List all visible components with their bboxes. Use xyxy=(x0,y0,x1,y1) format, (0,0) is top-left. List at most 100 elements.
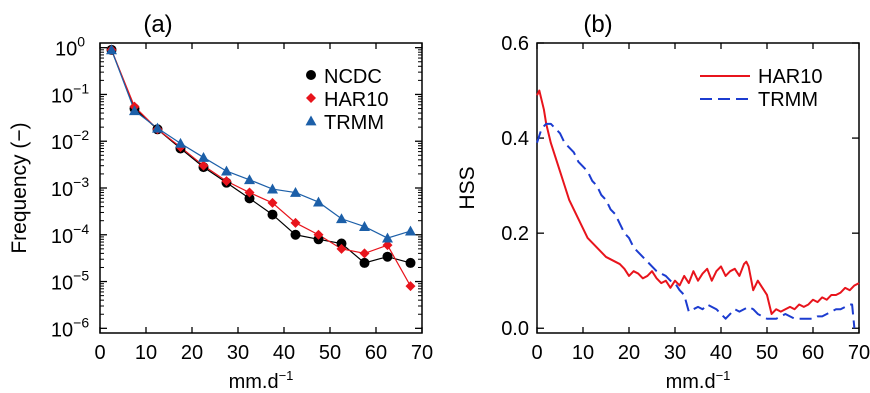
y-tick-label-a-base: 10 xyxy=(51,179,73,201)
y-tick-label-a-base: 10 xyxy=(51,85,73,107)
x-tick-label-a: 70 xyxy=(411,342,433,364)
y-tick-label-a-exp: −6 xyxy=(73,314,89,330)
legend-label-ncdc: NCDC xyxy=(324,66,382,88)
data-point-trmm xyxy=(152,122,163,133)
data-point-trmm xyxy=(336,213,347,224)
y-tick-label-a-base: 10 xyxy=(51,132,73,154)
data-point-trmm xyxy=(129,105,140,116)
data-point-trmm xyxy=(244,174,255,185)
y-tick-label-a: 10−4 xyxy=(51,221,89,248)
data-point-har10 xyxy=(405,281,416,292)
x-tick-label-a: 10 xyxy=(135,342,157,364)
y-tick-label-a-exp: 0 xyxy=(77,34,85,50)
y-tick-label-a: 10−1 xyxy=(51,80,89,107)
data-point-har10 xyxy=(290,217,301,228)
panel-b: (b) 0 10 20 30 40 50 60 70 0.0 0.2 0.4 0.6 HAR10TR… xyxy=(456,11,870,393)
legend-label-har10: HAR10 xyxy=(324,89,388,111)
panel-a: (a) 0 10 20 30 40 50 60 70 10010−110−210−310−41… xyxy=(8,11,433,393)
y-axis-label-a: Frequency (−) xyxy=(8,122,31,253)
data-point-ncdc xyxy=(244,193,255,204)
y-tick-label-a-base: 10 xyxy=(51,226,73,248)
y-tick-label-a-exp: −4 xyxy=(73,221,89,237)
data-point-har10 xyxy=(244,187,255,198)
data-point-trmm xyxy=(313,196,324,207)
y-axis-label-b: HSS xyxy=(456,166,479,209)
y-tick-label-a-exp: −3 xyxy=(73,174,89,190)
x-tick-label-a: 20 xyxy=(181,342,203,364)
series-lines-b xyxy=(536,89,860,329)
legend-marker-ncdc xyxy=(306,70,316,80)
x-tick-label-b: 50 xyxy=(756,342,778,364)
x-tick-label-a: 30 xyxy=(227,342,249,364)
x-ticks-a: 0 10 20 30 40 50 60 70 xyxy=(94,43,433,364)
x-axis-label-b-sup: −1 xyxy=(716,368,731,383)
y-tick-label-a-exp: −2 xyxy=(73,127,89,143)
data-point-trmm xyxy=(267,183,278,194)
y-tick-label-a: 10−6 xyxy=(51,314,89,341)
data-point-trmm xyxy=(382,232,393,243)
data-point-ncdc xyxy=(290,229,301,240)
y-tick-label-a-exp: −5 xyxy=(73,268,89,284)
data-point-trmm xyxy=(221,165,232,176)
series-line-b-trmm xyxy=(536,122,856,329)
data-point-trmm xyxy=(359,221,370,231)
y-tick-label-b: 0.2 xyxy=(501,223,529,245)
data-point-ncdc xyxy=(405,257,416,268)
y-tick-label-b: 0.0 xyxy=(501,318,529,340)
x-axis-label-a: mm.d−1 xyxy=(229,368,294,393)
legend-label-b-har10: HAR10 xyxy=(758,66,822,88)
legend-label-b-trmm: TRMM xyxy=(758,89,818,111)
y-tick-label-a: 10−2 xyxy=(51,127,89,154)
x-tick-label-b: 10 xyxy=(572,342,594,364)
data-point-har10 xyxy=(313,229,324,240)
series-line-b-har10 xyxy=(536,89,860,315)
x-tick-label-b: 70 xyxy=(848,342,870,364)
x-ticks-b: 0 10 20 30 40 50 60 70 xyxy=(531,43,870,364)
x-tick-label-a: 40 xyxy=(273,342,295,364)
data-point-har10 xyxy=(198,160,209,171)
legend-marker-trmm xyxy=(305,115,317,126)
x-axis-label-b-text: mm.d xyxy=(666,371,716,393)
y-tick-label-a: 10−5 xyxy=(51,268,89,295)
x-tick-label-b: 30 xyxy=(664,342,686,364)
x-axis-label-a-text: mm.d xyxy=(229,371,279,393)
y-tick-label-b: 0.4 xyxy=(501,128,529,150)
x-axis-label-a-sup: −1 xyxy=(279,368,294,383)
y-tick-label-b: 0.6 xyxy=(501,33,529,55)
legend-label-trmm: TRMM xyxy=(324,112,384,134)
x-axis-label-b: mm.d−1 xyxy=(666,368,731,393)
data-point-ncdc xyxy=(267,209,278,220)
data-point-har10 xyxy=(336,243,347,254)
y-tick-label-a: 100 xyxy=(55,34,85,61)
x-tick-label-b: 0 xyxy=(531,342,542,364)
data-point-trmm xyxy=(405,225,416,236)
data-point-trmm xyxy=(175,137,186,148)
series-markers-a xyxy=(106,44,416,292)
y-tick-label-a-base: 10 xyxy=(55,39,77,61)
data-point-har10 xyxy=(382,240,393,251)
data-point-trmm xyxy=(106,44,117,55)
data-point-trmm xyxy=(198,151,209,162)
data-point-har10 xyxy=(221,176,232,187)
panel-label-a: (a) xyxy=(143,11,172,38)
y-tick-label-a-base: 10 xyxy=(51,319,73,341)
data-point-ncdc xyxy=(382,251,393,262)
data-point-ncdc xyxy=(336,238,347,249)
legend-marker-har10 xyxy=(306,93,316,103)
data-point-trmm xyxy=(290,187,301,197)
y-tick-label-a-base: 10 xyxy=(51,273,73,295)
data-point-har10 xyxy=(359,248,370,259)
x-tick-label-a: 60 xyxy=(365,342,387,364)
data-point-har10 xyxy=(267,197,278,208)
x-tick-label-b: 20 xyxy=(618,342,640,364)
data-point-ncdc xyxy=(359,257,370,268)
panel-label-b: (b) xyxy=(583,11,612,38)
x-tick-label-a: 0 xyxy=(94,342,105,364)
plot-frame-b xyxy=(536,42,860,334)
y-tick-label-a-exp: −1 xyxy=(73,80,89,96)
x-tick-label-b: 40 xyxy=(710,342,732,364)
